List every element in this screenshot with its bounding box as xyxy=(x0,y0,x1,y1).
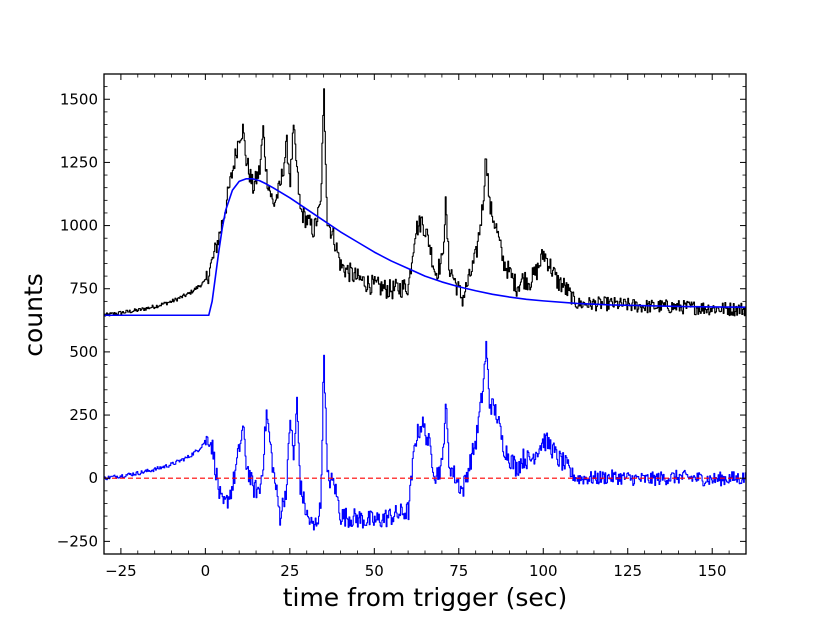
x-tick-label: 25 xyxy=(280,562,299,580)
ticks: −25 0 25 50 75 100 125 150−25002505007501000125… xyxy=(57,73,747,580)
y-tick-label: 0 xyxy=(88,469,98,487)
x-tick-label: 75 xyxy=(449,562,468,580)
x-tick-label: 50 xyxy=(365,562,384,580)
axes-frame xyxy=(103,73,747,555)
x-tick-label: −25 xyxy=(105,562,137,580)
y-axis-title: counts xyxy=(19,273,48,357)
y-tick-label: 750 xyxy=(69,280,98,298)
x-tick-label: 150 xyxy=(698,562,727,580)
y-tick-label: 1250 xyxy=(60,153,98,171)
series-line-0 xyxy=(104,88,746,317)
y-tick-label: 1500 xyxy=(60,90,98,108)
x-tick-label: 100 xyxy=(529,562,558,580)
plot-content xyxy=(104,88,746,531)
plot-frame xyxy=(103,73,747,555)
x-tick-label: 0 xyxy=(201,562,211,580)
series-line-2 xyxy=(104,340,746,531)
y-tick-label: −250 xyxy=(57,532,98,550)
y-tick-label: 500 xyxy=(69,343,98,361)
series-line-1 xyxy=(104,178,746,317)
x-axis-title: time from trigger (sec) xyxy=(283,583,568,612)
x-tick-label: 125 xyxy=(613,562,642,580)
y-tick-label: 250 xyxy=(69,406,98,424)
y-tick-label: 1000 xyxy=(60,217,98,235)
